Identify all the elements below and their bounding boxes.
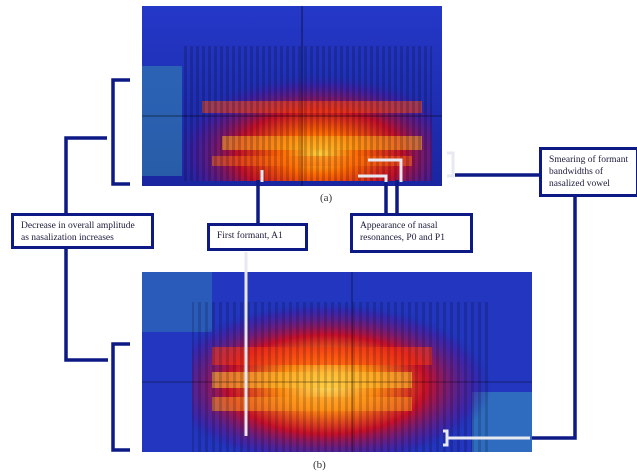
label-first-formant: First formant, A1 bbox=[207, 223, 308, 251]
side-text bbox=[2, 300, 12, 460]
label-smearing: Smearing of formant bandwidths of nasali… bbox=[539, 147, 637, 197]
spectrogram-a bbox=[142, 6, 442, 186]
caption-a: (a) bbox=[320, 192, 333, 204]
bracket-a bbox=[111, 78, 130, 186]
bracket-b bbox=[111, 342, 130, 452]
label-nasal-resonances: Appearance of nasal resonances, P0 and P… bbox=[350, 213, 473, 253]
label-amplitude: Decrease in overall amplitude as nasaliz… bbox=[11, 213, 154, 249]
spectrogram-b bbox=[142, 272, 532, 452]
caption-b: (b) bbox=[313, 459, 326, 471]
